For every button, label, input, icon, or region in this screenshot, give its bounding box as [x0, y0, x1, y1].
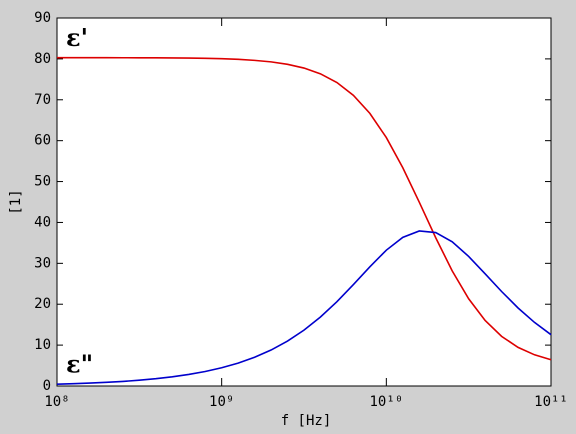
y-tick-label: 90	[34, 10, 51, 26]
y-tick-label: 60	[34, 133, 51, 149]
y-tick-label: 50	[34, 174, 51, 190]
series-line	[56, 230, 552, 385]
x-tick-label: 10¹⁰	[369, 394, 403, 410]
x-tick-label: 10⁹	[209, 394, 234, 410]
y-axis-label: [1]	[8, 189, 24, 214]
y-tick-label: 70	[34, 92, 51, 108]
y-tick-label: 30	[34, 255, 51, 271]
x-axis-label: f [Hz]	[281, 413, 332, 429]
y-tick-label: 40	[34, 214, 51, 230]
y-tick-label: 20	[34, 296, 51, 312]
y-tick-label: 0	[43, 378, 51, 394]
series-line	[57, 56, 552, 361]
x-tick-label: 10¹¹	[534, 394, 568, 410]
y-tick-label: 10	[34, 337, 51, 353]
series-label: ε'	[66, 23, 88, 52]
x-tick-label: 10⁸	[44, 394, 69, 410]
y-tick-label: 80	[34, 51, 51, 67]
series-label: ε"	[66, 350, 93, 379]
plot-area	[56, 17, 552, 387]
